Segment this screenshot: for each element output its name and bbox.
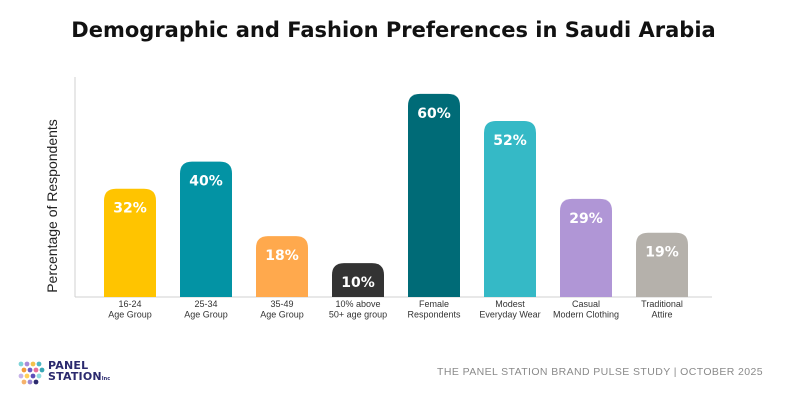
category-label-3-line-1: 35-49 bbox=[270, 299, 293, 309]
bar-1 bbox=[104, 188, 156, 297]
bar-7 bbox=[560, 198, 612, 297]
category-label-4-line-2: 50+ age group bbox=[329, 310, 387, 320]
category-label-5-line-1: Female bbox=[419, 299, 449, 309]
category-label-8-line-2: Attire bbox=[651, 310, 672, 320]
category-label-1-line-1: 16-24 bbox=[118, 299, 141, 309]
logo-dots-icon bbox=[18, 361, 45, 385]
chart-title: Demographic and Fashion Preferences in S… bbox=[71, 18, 716, 42]
bar-6 bbox=[484, 121, 536, 297]
data-label-5: 60% bbox=[417, 106, 451, 122]
category-label-1-line-2: Age Group bbox=[108, 310, 152, 320]
bar-5 bbox=[408, 93, 460, 297]
bar-2 bbox=[180, 161, 232, 297]
category-label-7-line-2: Modern Clothing bbox=[553, 310, 619, 320]
data-label-4: 10% bbox=[341, 275, 375, 291]
bar-8 bbox=[636, 232, 688, 297]
bar-4 bbox=[332, 263, 384, 297]
data-label-2: 40% bbox=[189, 174, 223, 190]
category-label-3-line-2: Age Group bbox=[260, 310, 304, 320]
data-label-8: 19% bbox=[645, 245, 679, 261]
panel-station-logo: PANEL STATIONInc bbox=[18, 359, 111, 386]
logo-wordmark: PANEL STATIONInc bbox=[48, 359, 111, 383]
category-label-7-line-1: Casual bbox=[572, 299, 600, 309]
data-label-3: 18% bbox=[265, 248, 299, 264]
category-label-6-line-1: Modest bbox=[495, 299, 525, 309]
category-label-5-line-2: Respondents bbox=[407, 310, 461, 320]
bar-3 bbox=[256, 236, 308, 297]
footer-source: THE PANEL STATION BRAND PULSE STUDY | OC… bbox=[437, 366, 763, 378]
category-label-6-line-2: Everyday Wear bbox=[479, 310, 540, 320]
category-label-2-line-1: 25-34 bbox=[194, 299, 217, 309]
data-label-7: 29% bbox=[569, 211, 603, 227]
category-label-8-line-1: Traditional bbox=[641, 299, 683, 309]
data-label-1: 32% bbox=[113, 201, 147, 217]
data-label-6: 52% bbox=[493, 133, 527, 149]
category-label-2-line-2: Age Group bbox=[184, 310, 228, 320]
category-label-4-line-1: 10% above bbox=[335, 299, 380, 309]
